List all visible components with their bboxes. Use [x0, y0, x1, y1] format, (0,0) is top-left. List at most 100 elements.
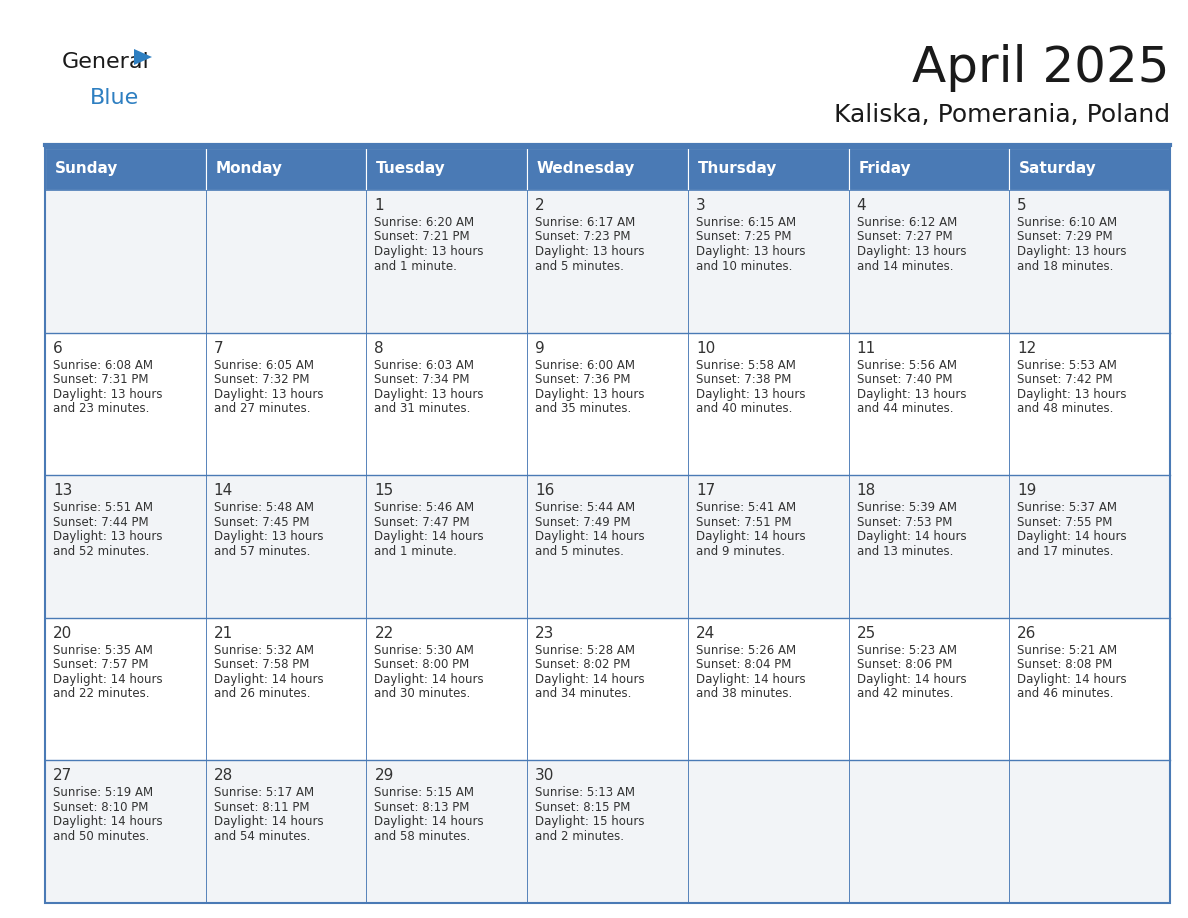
Text: Sunset: 7:31 PM: Sunset: 7:31 PM [53, 373, 148, 386]
Text: 28: 28 [214, 768, 233, 783]
Text: Sunset: 7:34 PM: Sunset: 7:34 PM [374, 373, 470, 386]
Polygon shape [134, 49, 152, 65]
Text: 1: 1 [374, 198, 384, 213]
Text: Sunset: 7:25 PM: Sunset: 7:25 PM [696, 230, 791, 243]
Text: Daylight: 13 hours: Daylight: 13 hours [214, 387, 323, 400]
Text: Sunrise: 5:19 AM: Sunrise: 5:19 AM [53, 787, 153, 800]
Bar [45, 148, 1170, 903]
Text: and 42 minutes.: and 42 minutes. [857, 688, 953, 700]
Text: Sunset: 8:15 PM: Sunset: 8:15 PM [535, 800, 631, 814]
Text: Sunrise: 6:20 AM: Sunrise: 6:20 AM [374, 216, 474, 229]
Text: Daylight: 14 hours: Daylight: 14 hours [1017, 673, 1127, 686]
Text: Sunset: 7:29 PM: Sunset: 7:29 PM [1017, 230, 1113, 243]
Text: and 46 minutes.: and 46 minutes. [1017, 688, 1114, 700]
Bar [848, 332, 1010, 476]
Text: Daylight: 14 hours: Daylight: 14 hours [374, 673, 484, 686]
Text: and 30 minutes.: and 30 minutes. [374, 688, 470, 700]
Bar [1010, 190, 1170, 332]
Bar [688, 476, 848, 618]
Text: Daylight: 14 hours: Daylight: 14 hours [214, 815, 323, 828]
Text: Sunrise: 5:41 AM: Sunrise: 5:41 AM [696, 501, 796, 514]
Text: 10: 10 [696, 341, 715, 355]
Bar [45, 476, 206, 618]
Text: Sunset: 8:04 PM: Sunset: 8:04 PM [696, 658, 791, 671]
Text: General: General [62, 52, 150, 72]
Text: 22: 22 [374, 626, 393, 641]
Bar [527, 148, 688, 190]
Text: and 57 minutes.: and 57 minutes. [214, 544, 310, 558]
Text: Sunrise: 5:23 AM: Sunrise: 5:23 AM [857, 644, 956, 656]
Text: 30: 30 [535, 768, 555, 783]
Text: Sunrise: 5:58 AM: Sunrise: 5:58 AM [696, 359, 796, 372]
Text: and 1 minute.: and 1 minute. [374, 260, 457, 273]
Text: Sunset: 8:06 PM: Sunset: 8:06 PM [857, 658, 952, 671]
Text: 6: 6 [53, 341, 63, 355]
Text: Sunrise: 5:15 AM: Sunrise: 5:15 AM [374, 787, 474, 800]
Bar [45, 190, 206, 332]
Bar [45, 148, 206, 190]
Text: and 48 minutes.: and 48 minutes. [1017, 402, 1113, 415]
Bar [45, 760, 206, 903]
Text: and 23 minutes.: and 23 minutes. [53, 402, 150, 415]
Text: Daylight: 13 hours: Daylight: 13 hours [53, 387, 163, 400]
Text: Daylight: 14 hours: Daylight: 14 hours [857, 531, 966, 543]
Text: Sunrise: 5:32 AM: Sunrise: 5:32 AM [214, 644, 314, 656]
Text: Daylight: 14 hours: Daylight: 14 hours [53, 673, 163, 686]
Bar [206, 148, 366, 190]
Text: Sunset: 7:40 PM: Sunset: 7:40 PM [857, 373, 952, 386]
Text: and 58 minutes.: and 58 minutes. [374, 830, 470, 843]
Text: Daylight: 13 hours: Daylight: 13 hours [1017, 245, 1127, 258]
Text: Daylight: 13 hours: Daylight: 13 hours [535, 245, 645, 258]
Text: Wednesday: Wednesday [537, 162, 636, 176]
Text: 26: 26 [1017, 626, 1037, 641]
Text: 7: 7 [214, 341, 223, 355]
Text: and 5 minutes.: and 5 minutes. [535, 544, 624, 558]
Text: Daylight: 14 hours: Daylight: 14 hours [53, 815, 163, 828]
Text: Daylight: 13 hours: Daylight: 13 hours [214, 531, 323, 543]
Bar [45, 618, 206, 760]
Text: Sunset: 7:55 PM: Sunset: 7:55 PM [1017, 516, 1113, 529]
Text: Daylight: 13 hours: Daylight: 13 hours [696, 245, 805, 258]
Text: 2: 2 [535, 198, 545, 213]
Text: Sunset: 8:11 PM: Sunset: 8:11 PM [214, 800, 309, 814]
Text: Daylight: 15 hours: Daylight: 15 hours [535, 815, 645, 828]
Bar [366, 760, 527, 903]
Text: Blue: Blue [90, 88, 139, 108]
Bar [688, 148, 848, 190]
Bar [366, 190, 527, 332]
Text: and 22 minutes.: and 22 minutes. [53, 688, 150, 700]
Bar [366, 148, 527, 190]
Text: and 17 minutes.: and 17 minutes. [1017, 544, 1114, 558]
Text: and 40 minutes.: and 40 minutes. [696, 402, 792, 415]
Text: Sunrise: 5:21 AM: Sunrise: 5:21 AM [1017, 644, 1118, 656]
Text: and 9 minutes.: and 9 minutes. [696, 544, 785, 558]
Text: 16: 16 [535, 483, 555, 498]
Text: and 26 minutes.: and 26 minutes. [214, 688, 310, 700]
Text: Sunrise: 5:48 AM: Sunrise: 5:48 AM [214, 501, 314, 514]
Text: Sunset: 8:13 PM: Sunset: 8:13 PM [374, 800, 469, 814]
Text: 17: 17 [696, 483, 715, 498]
Text: and 38 minutes.: and 38 minutes. [696, 688, 792, 700]
Text: and 1 minute.: and 1 minute. [374, 544, 457, 558]
Text: Daylight: 13 hours: Daylight: 13 hours [535, 387, 645, 400]
Text: Sunrise: 5:17 AM: Sunrise: 5:17 AM [214, 787, 314, 800]
Bar [206, 332, 366, 476]
Text: Sunset: 7:58 PM: Sunset: 7:58 PM [214, 658, 309, 671]
Text: Sunrise: 6:08 AM: Sunrise: 6:08 AM [53, 359, 153, 372]
Text: Sunset: 7:57 PM: Sunset: 7:57 PM [53, 658, 148, 671]
Bar [366, 332, 527, 476]
Text: 18: 18 [857, 483, 876, 498]
Text: 14: 14 [214, 483, 233, 498]
Text: 11: 11 [857, 341, 876, 355]
Text: Sunset: 7:45 PM: Sunset: 7:45 PM [214, 516, 309, 529]
Text: Sunset: 7:27 PM: Sunset: 7:27 PM [857, 230, 953, 243]
Bar [688, 760, 848, 903]
Text: 25: 25 [857, 626, 876, 641]
Bar [848, 476, 1010, 618]
Text: Sunrise: 5:44 AM: Sunrise: 5:44 AM [535, 501, 636, 514]
Text: Sunset: 7:32 PM: Sunset: 7:32 PM [214, 373, 309, 386]
Bar [206, 760, 366, 903]
Text: Sunrise: 5:46 AM: Sunrise: 5:46 AM [374, 501, 474, 514]
Text: and 13 minutes.: and 13 minutes. [857, 544, 953, 558]
Text: Sunrise: 5:53 AM: Sunrise: 5:53 AM [1017, 359, 1117, 372]
